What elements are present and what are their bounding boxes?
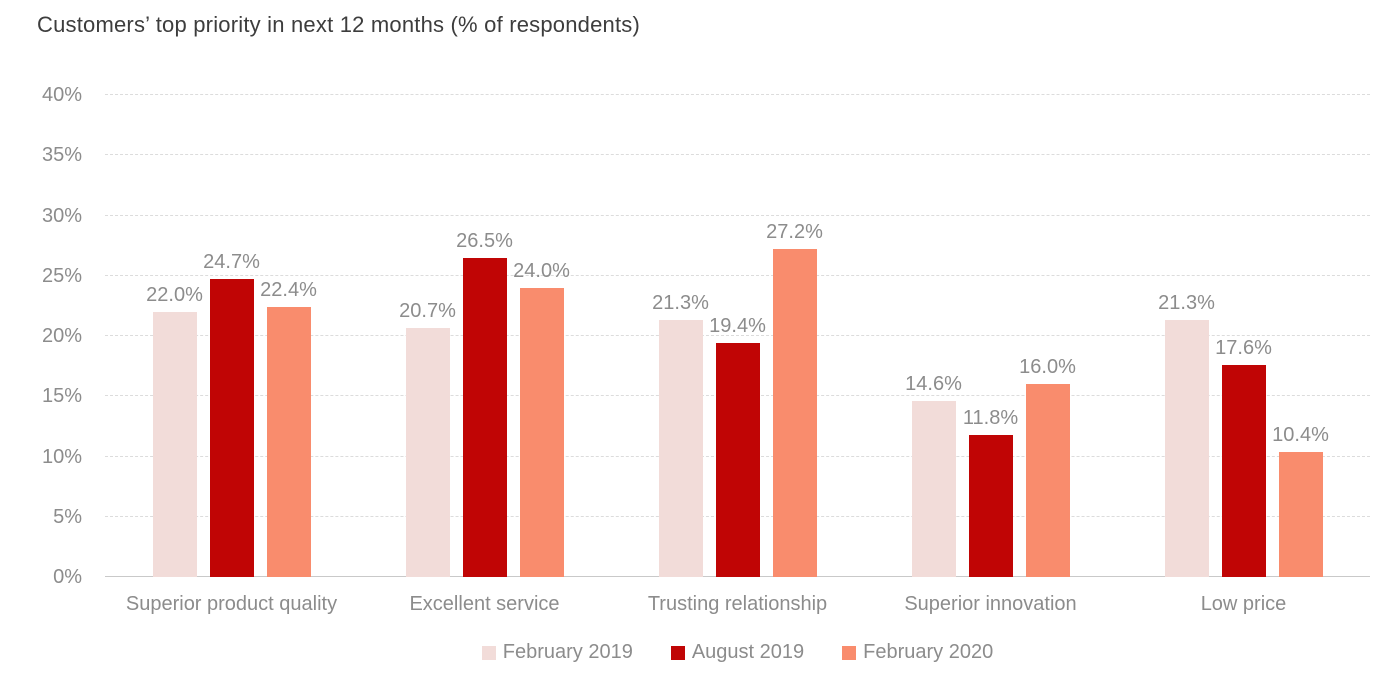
bar: 24.0%: [513, 260, 570, 577]
bar-group: 21.3% 17.6% 10.4%: [1117, 95, 1370, 577]
gridline: [105, 274, 1370, 276]
bar-value-label: 27.2%: [766, 221, 823, 244]
bar-value-label: 14.6%: [905, 373, 962, 396]
bar: 14.6%: [905, 373, 962, 577]
bar-value-label: 11.8%: [962, 406, 1019, 429]
bar-value-label: 24.7%: [203, 251, 260, 274]
y-tick-label: 5%: [53, 505, 82, 528]
x-axis-labels: Superior product quality Excellent servic…: [105, 593, 1370, 616]
legend-item: August 2019: [670, 641, 805, 664]
bar: 16.0%: [1019, 356, 1076, 577]
bar: 27.2%: [766, 221, 823, 577]
legend-label: February 2020: [863, 641, 994, 663]
bar: 22.0%: [146, 284, 203, 577]
x-category-label: Superior innovation: [904, 593, 1077, 615]
x-category-label: Trusting relationship: [647, 593, 828, 615]
chart-title: Customers’ top priority in next 12 month…: [37, 12, 641, 37]
bar: 20.7%: [399, 300, 456, 577]
x-category-label: Superior product quality: [125, 593, 338, 615]
bar: 21.3%: [1158, 292, 1215, 577]
bar-group: 21.3% 19.4% 27.2%: [611, 95, 864, 577]
bar-value-label: 19.4%: [709, 315, 766, 338]
bar-value-label: 26.5%: [456, 229, 513, 252]
bar-value-label: 22.0%: [146, 283, 203, 306]
y-tick-label: 10%: [41, 445, 82, 468]
gridline: [105, 335, 1370, 336]
x-category-label: Excellent service: [409, 593, 560, 615]
plot-area: 0% 5% 10% 15% 20% 25% 30% 35% 40% 22.0% 24.7% 22.4…: [42, 84, 1370, 588]
bar-value-label: 10.4%: [1272, 423, 1329, 446]
bar-groups: 22.0% 24.7% 22.4% 20.7% 26.5% 24.0% 21.3% 19.4%…: [105, 95, 1370, 577]
bar: 24.7%: [203, 251, 260, 577]
legend-label: February 2019: [502, 641, 633, 663]
bar-group: 14.6% 11.8% 16.0%: [864, 95, 1117, 577]
legend-item: February 2019: [481, 641, 633, 664]
gridline: [105, 94, 1370, 95]
bar-value-label: 22.4%: [260, 279, 317, 302]
y-tick-label: 25%: [41, 264, 82, 287]
gridline: [105, 214, 1370, 216]
legend-label: August 2019: [691, 641, 805, 663]
legend-swatch-icon: [670, 645, 685, 660]
bar: 10.4%: [1272, 424, 1329, 577]
gridline: [105, 154, 1370, 156]
bar: 22.4%: [260, 279, 317, 577]
y-tick-label: 20%: [41, 325, 82, 347]
bar-value-label: 17.6%: [1215, 336, 1272, 359]
bar: 11.8%: [963, 407, 1018, 577]
bar-value-label: 20.7%: [399, 299, 456, 322]
legend-item: February 2020: [842, 641, 993, 664]
y-tick-label: 0%: [53, 566, 82, 588]
bar-value-label: 21.3%: [652, 292, 709, 315]
bar-value-label: 21.3%: [1158, 292, 1215, 315]
bar: 17.6%: [1215, 337, 1272, 577]
bar-group: 20.7% 26.5% 24.0%: [358, 95, 611, 577]
legend-swatch-icon: [842, 645, 857, 660]
bar: 19.4%: [709, 315, 766, 577]
x-category-label: Low price: [1200, 593, 1287, 615]
legend-swatch-icon: [481, 645, 496, 660]
y-tick-label: 35%: [41, 144, 82, 167]
legend: February 2019 August 2019 February 2020: [105, 641, 1370, 664]
y-tick-label: 30%: [41, 204, 82, 227]
bar: 26.5%: [456, 230, 513, 577]
bar-group: 22.0% 24.7% 22.4%: [105, 95, 358, 577]
y-tick-label: 40%: [41, 84, 82, 106]
bar: 21.3%: [652, 292, 709, 577]
bar-value-label: 24.0%: [513, 259, 570, 282]
bar-value-label: 16.0%: [1019, 356, 1076, 379]
y-tick-label: 15%: [41, 385, 82, 408]
